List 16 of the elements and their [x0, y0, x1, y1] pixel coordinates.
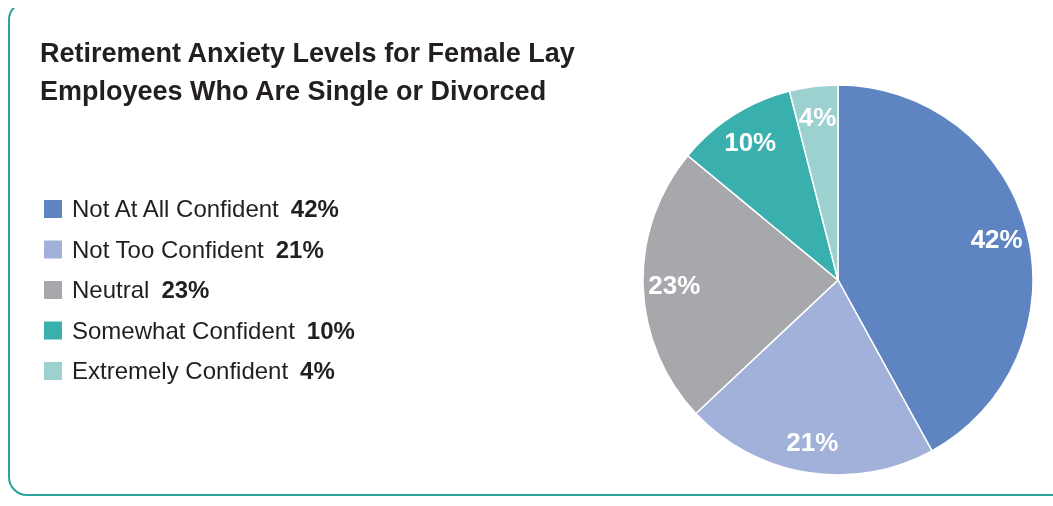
text: 21%	[275, 235, 324, 263]
legend-label: Neutral	[72, 276, 150, 303]
legend-label: Not At All Confident	[72, 195, 279, 222]
data-label: 21%	[786, 426, 839, 457]
legend-label: Not Too Confident	[72, 235, 264, 263]
data-label: 4%	[798, 102, 837, 133]
data-label: 42%	[970, 224, 1023, 255]
chart-title: Retirement Anxiety Levels for Female Lay Employees Who Are Single or Divorced	[40, 38, 575, 106]
text: 42%	[290, 195, 339, 222]
legend-label: Somewhat Confident	[72, 316, 295, 344]
text: 23%	[161, 276, 210, 303]
data-label: 23%	[648, 270, 701, 301]
text: 10%	[306, 316, 355, 344]
data-label: 10%	[724, 126, 777, 157]
text: 4%	[300, 357, 335, 384]
legend-label: Extremely Confident	[72, 357, 289, 384]
